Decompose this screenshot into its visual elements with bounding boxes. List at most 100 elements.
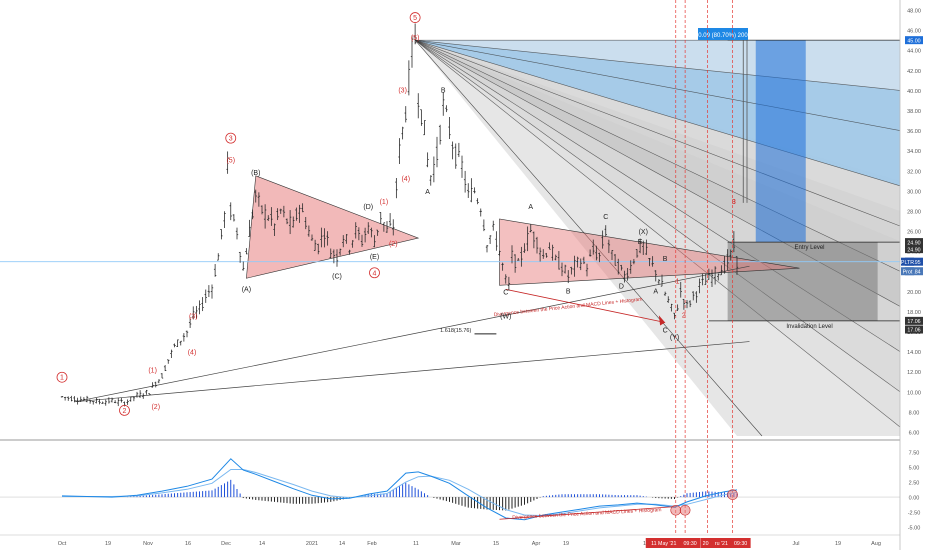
- wave-label: (5): [411, 35, 420, 42]
- time-highlight-badge: [709, 538, 733, 548]
- macd-signal-line: [62, 469, 738, 517]
- time-tick-label: 14: [339, 541, 345, 547]
- price-tick-label: 20.00: [907, 290, 921, 296]
- wave-label: C: [603, 214, 608, 221]
- price-tick-label: 18.00: [907, 310, 921, 316]
- gann-fan-line: [414, 39, 901, 428]
- wave-label: (5): [226, 158, 235, 165]
- divergence-highlight: [727, 489, 738, 500]
- price-tick-label: 30.00: [907, 189, 921, 195]
- price-badge-text: Prot: [903, 269, 913, 275]
- gann-fan-line: [415, 39, 901, 91]
- position-label: 20.09 (80.70%) 2009: [695, 28, 752, 40]
- time-highlight-text: ru '21: [715, 541, 728, 547]
- macd-tick-label: 0.00: [909, 496, 920, 502]
- price-badge: [905, 325, 923, 334]
- wave-label: (4): [401, 176, 410, 183]
- wave-label: A: [653, 288, 658, 295]
- wave-label: A: [425, 189, 430, 196]
- time-highlight-badge: [730, 538, 751, 548]
- price-badge-text: 24.90: [907, 240, 920, 246]
- wave-label: B: [566, 288, 571, 295]
- wave-label: 1: [60, 375, 64, 382]
- wave-label: B: [441, 87, 446, 94]
- price-tick-label: 6.00: [909, 430, 920, 436]
- wave-label-circle: [409, 12, 421, 23]
- wave-label: (D): [363, 204, 373, 211]
- price-tick-label: 32.00: [907, 169, 921, 175]
- gann-fan-line: [415, 39, 901, 227]
- wave-label: A: [528, 204, 533, 211]
- time-tick-label: Oct: [58, 541, 67, 547]
- time-tick-label: Nov: [143, 541, 153, 547]
- position-label-bg: [698, 28, 748, 40]
- price-badge: [905, 238, 923, 247]
- time-tick-label: 19: [563, 541, 569, 547]
- wave-label: (A): [242, 286, 251, 293]
- wave-label: 2: [123, 408, 127, 415]
- price-tick-label: 38.00: [907, 109, 921, 115]
- wave-label: (B): [251, 170, 260, 177]
- wave-label: (Y): [670, 335, 679, 342]
- wave-label: (2): [151, 404, 160, 411]
- price-badge: [905, 316, 923, 325]
- wave-label: C: [503, 289, 508, 296]
- price-badge-text: 17.06: [907, 328, 920, 334]
- price-axis[interactable]: 48.00 46.00 44.00 42.00 40.00 38.00 36.00 34.00…: [899, 0, 923, 550]
- long-position-tool[interactable]: 20.09 (80.70%) 2009 Entry Level Invalidati…: [695, 28, 900, 330]
- time-highlight-badge: [645, 538, 682, 548]
- price-badge: [905, 36, 923, 45]
- divergence-arrow-price: [505, 288, 666, 323]
- price-tick-label: 48.00: [907, 9, 921, 15]
- price-tick-label: 28.00: [907, 209, 921, 215]
- price-tick-label: 8.00: [909, 410, 920, 416]
- divergence-arrow-macd: [499, 506, 675, 520]
- wave-label: E: [638, 239, 643, 246]
- wave-label-circle: [56, 371, 68, 383]
- price-badge: [901, 257, 914, 266]
- time-tick-label: Apr: [532, 541, 541, 547]
- time-tick-label: 2021: [306, 541, 318, 547]
- wave-label: 1: [676, 278, 680, 285]
- wave-label: 3: [229, 136, 233, 143]
- entry-level-label: Entry Level: [794, 245, 824, 251]
- macd-line: [61, 458, 738, 521]
- price-badge-text: 24.90: [907, 247, 920, 253]
- time-highlight-text: 09:30: [734, 541, 747, 547]
- gann-fan-line: [414, 39, 901, 272]
- price-badge: [901, 267, 914, 276]
- wave-label: (1): [148, 368, 157, 375]
- time-tick-label: Feb: [367, 541, 376, 547]
- price-tick-label: 42.00: [907, 69, 921, 75]
- price-candles: [60, 23, 739, 407]
- wave-label-circle: [119, 404, 130, 416]
- fib-level-label: 1.618(15.76): [440, 328, 471, 334]
- annotations: 3: [732, 199, 736, 206]
- target-zone[interactable]: [755, 40, 806, 243]
- wave-label: (W): [500, 313, 511, 320]
- price-tick-label: 14.00: [907, 350, 921, 356]
- divergence-highlight: [670, 504, 682, 516]
- time-highlight-badge: [700, 538, 711, 548]
- wave-label: (3): [189, 313, 198, 320]
- wave-label-circle: [369, 267, 380, 279]
- macd-tick-label: 5.00: [909, 466, 920, 472]
- trendline-lower: [74, 265, 750, 403]
- stop-zone[interactable]: [727, 242, 878, 321]
- time-tick-label: Mar: [451, 541, 461, 547]
- divergence-arrowhead: [658, 315, 666, 326]
- time-tick-label: 11: [413, 541, 419, 547]
- time-tick-label: Aug: [871, 541, 881, 547]
- macd-tick-label: -5.00: [908, 526, 921, 532]
- gann-fan-line: [414, 39, 901, 393]
- macd-axis[interactable]: 7.50 5.00 2.50 0.00 -2.50 -5.00: [908, 451, 921, 532]
- wave-label: C: [663, 328, 668, 335]
- time-tick-label: 19: [105, 541, 111, 547]
- gann-fan-line: [415, 39, 901, 131]
- time-highlight-text: 11 May '21: [651, 541, 676, 547]
- wave-label-circle: [225, 132, 237, 144]
- time-tick-label: 19: [835, 541, 841, 547]
- time-axis[interactable]: Oct19Nov16Dec14202114Feb11Mar15Apr1914Ju…: [0, 534, 900, 548]
- wave-mark-3: 3: [732, 199, 736, 206]
